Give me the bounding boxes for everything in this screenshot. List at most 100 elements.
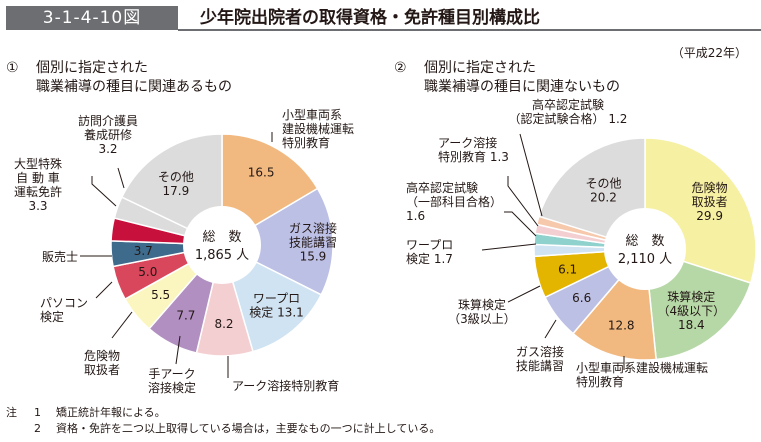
donut-chart-2: 総 数 2,110 人 危険物取扱者 29.9 珠算検定（4級以下） 18.4 12.8 6.… xyxy=(406,97,757,389)
slice-label-line: 珠算検定 xyxy=(667,289,715,304)
callout-label-line: アーク溶接 xyxy=(438,135,497,150)
callout-label: 大型特殊自 動 車運転免許 3.3 xyxy=(14,156,62,213)
slice-label: その他 20.2 xyxy=(585,177,621,205)
header-rule xyxy=(178,29,761,31)
slice-label: ワープロ検定 13.1 xyxy=(249,292,304,320)
callout-label-line: 小型車両系 xyxy=(282,108,342,122)
leader-line xyxy=(91,176,117,207)
slice-label-line: ワープロ xyxy=(253,292,300,306)
chart-1-title-line-2: 職業補導の種目に関連あるもの xyxy=(36,79,232,95)
callout-label-line: 大型特殊 xyxy=(14,156,62,171)
footnote-text: 資格・免許を二つ以上取得している場合は，主要なもの一つに計上している。 xyxy=(56,422,441,435)
callout-label-line: ガス溶接 xyxy=(516,344,564,359)
callout-label-line: 検定 xyxy=(40,309,64,324)
slice-label-line: 3.7 xyxy=(134,244,153,258)
figure-title: 少年院出院者の取得資格・免許種目別構成比 xyxy=(200,8,540,28)
figure-header: 3-1-4-10図 少年院出院者の取得資格・免許種目別構成比 xyxy=(0,0,761,36)
slice-label-line: ガス溶接 xyxy=(289,220,337,235)
center-total-label: 総 数 1,865 人 xyxy=(195,230,249,263)
slice-label: 5.0 xyxy=(138,265,157,279)
footnote-text: 矯正統計年報による。 xyxy=(56,406,166,419)
footnote-number: 1 xyxy=(34,406,41,419)
figure-number-badge: 3-1-4-10図 xyxy=(6,6,178,30)
callout-label: アーク溶接特別教育 1.3 xyxy=(438,135,509,164)
callout-label-line: 高卒認定試験 xyxy=(532,97,604,112)
callout-label-line: （3級以上） xyxy=(448,312,516,326)
callout-label-line: 小型車両系建設機械運転 xyxy=(576,360,708,375)
callout-label: アーク溶接特別教育 xyxy=(232,378,339,393)
slice-label-line: 29.9 xyxy=(696,209,723,223)
callout-label: 小型車両系建設機械運転特別教育 xyxy=(576,360,708,389)
slice-label-line: 12.8 xyxy=(608,318,635,332)
center-total-label-line: 1,865 人 xyxy=(195,248,249,263)
slice-label-line: 20.2 xyxy=(590,191,617,205)
callout-label-line: 技能講習 xyxy=(516,358,564,373)
leader-line xyxy=(507,176,539,227)
callout-label: 高卒認定試験（一部科目合格） 1.6 xyxy=(406,180,502,223)
leader-line xyxy=(95,281,113,299)
callout-label-line: 溶接検定 xyxy=(148,380,196,395)
center-total-label: 総 数 2,110 人 xyxy=(618,234,672,267)
callout-label-line: （一部科目合格） xyxy=(406,194,502,209)
slice-label: 7.7 xyxy=(176,308,195,322)
leader-line xyxy=(175,335,181,365)
callout-label-line: 特別教育 xyxy=(282,135,330,150)
leader-line xyxy=(504,211,537,237)
leader-line xyxy=(544,319,557,339)
callout-label-line: 販売士 xyxy=(42,249,78,264)
slice-label: 16.5 xyxy=(248,165,275,179)
callout-label: 販売士 xyxy=(42,249,78,264)
callout-label-line: 運転免許 xyxy=(14,184,62,199)
slice-label-line: 18.4 xyxy=(678,318,705,332)
leader-line xyxy=(481,243,537,251)
slice-label: 珠算検定（4級以下） 18.4 xyxy=(657,289,725,332)
slice-label: 6.6 xyxy=(572,291,591,305)
callout-label-line: パソコン xyxy=(40,296,88,310)
leader-line xyxy=(519,133,543,217)
slice-label-line: 15.9 xyxy=(300,249,327,263)
slice-label: ガス溶接技能講習 15.9 xyxy=(289,220,337,263)
callout-label: パソコン検定 xyxy=(40,296,88,324)
callout-label: 訪問介護員養成研修 3.2 xyxy=(78,113,138,156)
center-total-label-line: 総 数 xyxy=(202,230,241,245)
callout-label: 珠算検定（3級以上） xyxy=(448,297,516,326)
slice-label-line: その他 xyxy=(158,170,194,184)
center-total-label-line: 2,110 人 xyxy=(618,252,672,267)
callout-label-line: 訪問介護員 xyxy=(78,113,138,128)
slice-label-line: 技能講習 xyxy=(289,234,337,249)
center-total-label-line: 総 数 xyxy=(625,234,664,249)
year-note: （平成22年） xyxy=(671,46,747,60)
callout-label-line: 危険物 xyxy=(84,349,120,363)
callout-label: 手アーク溶接検定 xyxy=(148,367,196,395)
leader-line xyxy=(111,311,133,339)
leader-line xyxy=(117,167,125,189)
chart-2-title-line-1: 個別に指定された xyxy=(424,60,536,76)
slice-label-line: 6.6 xyxy=(572,291,591,305)
callout-label-line: 養成研修 xyxy=(84,127,132,142)
slice-label: 5.5 xyxy=(151,288,170,302)
slice-label-line: 取扱者 xyxy=(692,195,728,209)
slice-label-line: 検定 13.1 xyxy=(249,305,304,320)
callout-label: ガス溶接技能講習 xyxy=(516,344,564,373)
leader-line xyxy=(507,285,541,303)
callout-label: 小型車両系建設機械運転特別教育 xyxy=(282,108,354,150)
callout-label: ワープロ検定 1.7 xyxy=(406,238,453,266)
slice-label-line: 6.1 xyxy=(558,262,577,276)
slice-label-line: 5.0 xyxy=(138,265,157,279)
callout-label-line: （認定試験合格） 1.2 xyxy=(509,111,628,126)
footnote-label: 注 xyxy=(6,406,17,419)
callout-label-line: 1.6 xyxy=(406,209,425,223)
slice-label-line: （4級以下） xyxy=(657,304,725,318)
slice-label: 危険物取扱者 29.9 xyxy=(692,181,728,223)
donut-hole xyxy=(183,206,261,284)
callout-label-line: 取扱者 xyxy=(84,363,120,377)
donut-chart-1: 総 数 1,865 人 16.5 ガス溶接技能講習 15.9 ワープロ検定 13.1 8.2… xyxy=(14,108,354,395)
chart-2-number: ② xyxy=(394,60,407,76)
callout-label-line: 特別教育 xyxy=(576,374,624,389)
callout-label-line: 3.2 xyxy=(98,142,117,156)
callout-label-line: 自 動 車 xyxy=(16,171,60,185)
pie-slice xyxy=(220,187,334,296)
slice-label: 6.1 xyxy=(558,262,577,276)
slice-label: 12.8 xyxy=(608,318,635,332)
